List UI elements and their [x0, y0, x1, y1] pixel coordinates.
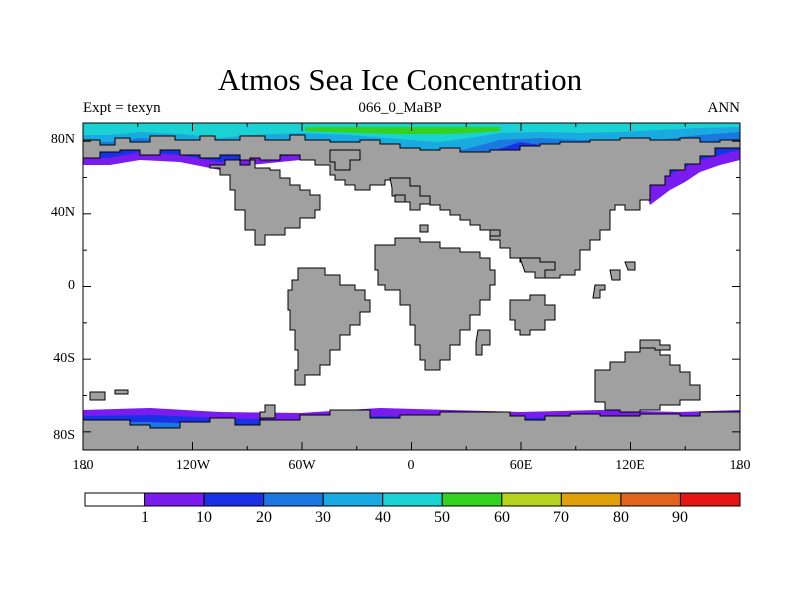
colorbar-label: 60	[494, 509, 510, 526]
xlabel-180w: 180	[72, 458, 94, 473]
colorbar-swatch	[382, 492, 443, 507]
colorbar-label: 30	[315, 509, 331, 526]
ice-band-50	[305, 127, 500, 134]
colorbar-label: 40	[375, 509, 391, 526]
colorbar-swatch	[203, 492, 265, 507]
colorbar-swatch	[441, 492, 503, 507]
time-label: 066_0_MaBP	[358, 100, 442, 116]
colorbar-label: 20	[256, 509, 272, 526]
colorbar-swatch	[322, 492, 384, 507]
ylabel-0: 0	[68, 278, 75, 293]
colorbar-swatch	[144, 492, 205, 507]
season-label: ANN	[707, 100, 741, 116]
map-title: Atmos Sea Ice Concentration	[217, 62, 583, 97]
land	[83, 134, 740, 450]
colorbar-label: 1	[141, 509, 149, 526]
colorbar-swatch	[501, 492, 562, 507]
colorbar-swatch	[679, 492, 741, 507]
colorbar-label: 70	[553, 509, 569, 526]
ylabel-80s: 80S	[53, 428, 75, 443]
ylabel-40n: 40N	[50, 205, 75, 220]
map-body	[83, 123, 740, 450]
colorbar	[84, 492, 741, 507]
colorbar-swatch	[560, 492, 622, 507]
xlabel-0: 0	[407, 458, 415, 473]
xlabel-60e: 60E	[509, 458, 533, 473]
colorbar-swatch	[84, 492, 146, 507]
xlabel-60w: 60W	[288, 458, 316, 473]
xlabel-180e: 180	[729, 458, 751, 473]
colorbar-label: 10	[196, 509, 212, 526]
colorbar-label: 50	[434, 509, 450, 526]
axis-ticks	[82, 123, 741, 469]
experiment-label: Expt = texyn	[83, 100, 161, 116]
ylabel-40s: 40S	[53, 351, 75, 366]
xlabel-120w: 120W	[175, 458, 211, 473]
colorbar-label: 90	[672, 509, 688, 526]
ylabel-80n: 80N	[50, 132, 75, 147]
colorbar-swatch	[620, 492, 681, 507]
colorbar-swatch	[263, 492, 324, 507]
xlabel-120e: 120E	[615, 458, 645, 473]
colorbar-label: 80	[613, 509, 629, 526]
